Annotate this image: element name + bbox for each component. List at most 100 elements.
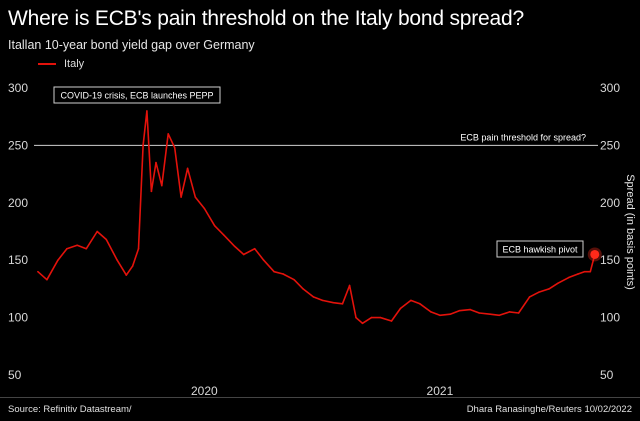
y-tick-left-300: 300 bbox=[8, 81, 28, 95]
y-tick-right-300: 300 bbox=[600, 81, 620, 95]
y-tick-left-200: 200 bbox=[8, 196, 28, 210]
data-point bbox=[439, 314, 441, 317]
x-tick-2021: 2021 bbox=[427, 384, 454, 398]
data-point bbox=[370, 316, 373, 319]
data-point bbox=[410, 299, 412, 302]
data-point bbox=[150, 190, 153, 193]
data-point bbox=[568, 276, 570, 279]
data-point bbox=[419, 303, 421, 305]
reference-lines: ECB pain threshold for spread? bbox=[34, 132, 598, 146]
data-point bbox=[430, 311, 432, 313]
data-point bbox=[390, 320, 393, 322]
data-point bbox=[577, 273, 579, 275]
data-point bbox=[222, 234, 225, 236]
data-point bbox=[589, 270, 592, 273]
pivot-marker bbox=[590, 249, 600, 259]
series-line-italy bbox=[37, 110, 596, 325]
data-point bbox=[332, 301, 335, 304]
series-layer bbox=[37, 110, 596, 325]
data-point bbox=[489, 313, 492, 315]
chart-subtitle: Itallan 10-year bond yield gap over Germ… bbox=[8, 38, 255, 52]
annotation-box-pivot bbox=[496, 240, 584, 258]
annotation-pivot: ECB hawkish pivot bbox=[502, 245, 578, 255]
data-point bbox=[160, 184, 163, 187]
data-point bbox=[85, 247, 88, 250]
data-point bbox=[213, 224, 216, 227]
data-point bbox=[186, 167, 189, 170]
data-point bbox=[167, 133, 170, 135]
data-point bbox=[557, 282, 559, 284]
x-tick-2020: 2020 bbox=[191, 384, 218, 398]
legend-swatch-italy bbox=[38, 63, 56, 65]
data-point bbox=[449, 313, 452, 315]
threshold-label: ECB pain threshold for spread? bbox=[460, 132, 586, 142]
y-axis-label-right: Spread (in basis points) bbox=[624, 174, 636, 290]
data-point bbox=[302, 288, 304, 290]
annotation-covid: COVID-19 crisis, ECB launches PEPP bbox=[60, 91, 213, 101]
data-point bbox=[116, 259, 119, 262]
data-point bbox=[537, 291, 540, 294]
data-point bbox=[361, 322, 364, 325]
data-point bbox=[341, 303, 344, 305]
data-point bbox=[458, 309, 461, 312]
data-point bbox=[517, 312, 520, 314]
data-point bbox=[146, 110, 148, 112]
data-point bbox=[37, 270, 39, 273]
y-tick-right-50: 50 bbox=[600, 368, 614, 382]
data-point bbox=[137, 247, 140, 250]
data-point bbox=[105, 238, 108, 241]
data-point bbox=[203, 207, 206, 210]
data-point bbox=[173, 146, 176, 149]
data-point bbox=[399, 307, 402, 310]
data-point bbox=[478, 312, 481, 314]
data-point bbox=[583, 270, 586, 273]
footer-divider bbox=[0, 397, 640, 398]
y-tick-left-150: 150 bbox=[8, 253, 28, 267]
x-axis: 2020 2021 bbox=[191, 384, 454, 398]
data-point bbox=[142, 144, 144, 147]
y-tick-right-150: 150 bbox=[600, 253, 620, 267]
data-point bbox=[469, 308, 472, 311]
y-tick-right-250: 250 bbox=[600, 138, 620, 152]
data-point bbox=[46, 278, 48, 281]
data-point bbox=[273, 270, 275, 273]
data-point bbox=[180, 196, 182, 198]
legend-label-italy: Italy bbox=[64, 58, 85, 70]
data-point bbox=[348, 284, 351, 287]
y-tick-left-100: 100 bbox=[8, 311, 28, 325]
data-point bbox=[76, 244, 79, 247]
data-point bbox=[194, 196, 197, 198]
data-point bbox=[548, 288, 550, 290]
data-point bbox=[355, 316, 357, 319]
data-point bbox=[379, 316, 382, 319]
data-point bbox=[508, 311, 511, 313]
data-point bbox=[321, 299, 324, 302]
legend: Italy bbox=[38, 58, 84, 70]
data-point bbox=[253, 247, 256, 250]
data-point bbox=[528, 296, 531, 298]
data-point bbox=[155, 161, 157, 164]
y-axis-left: 50 100 150 200 250 300 bbox=[8, 81, 28, 382]
data-point bbox=[312, 296, 315, 298]
chart-title: Where is ECB's pain threshold on the Ita… bbox=[8, 7, 524, 30]
data-point bbox=[125, 274, 128, 276]
source-note: Source: Refinitiv Datastream/ bbox=[8, 404, 132, 415]
data-point bbox=[233, 245, 236, 248]
annotations: COVID-19 crisis, ECB launches PEPP ECB ha… bbox=[53, 86, 602, 262]
data-point bbox=[498, 314, 501, 317]
data-point bbox=[242, 253, 245, 256]
annotation-box-covid bbox=[53, 86, 221, 104]
y-tick-left-50: 50 bbox=[8, 368, 22, 382]
data-point bbox=[66, 247, 68, 250]
y-tick-right-200: 200 bbox=[600, 196, 620, 210]
data-point bbox=[293, 278, 295, 281]
data-point bbox=[96, 230, 99, 233]
data-point bbox=[282, 273, 284, 275]
y-tick-right-100: 100 bbox=[600, 311, 620, 325]
data-point bbox=[131, 265, 134, 267]
data-point bbox=[262, 259, 265, 262]
y-tick-left-250: 250 bbox=[8, 138, 28, 152]
data-point bbox=[57, 259, 59, 262]
credit-note: Dhara Ranasinghe/Reuters 10/02/2022 bbox=[466, 404, 632, 415]
